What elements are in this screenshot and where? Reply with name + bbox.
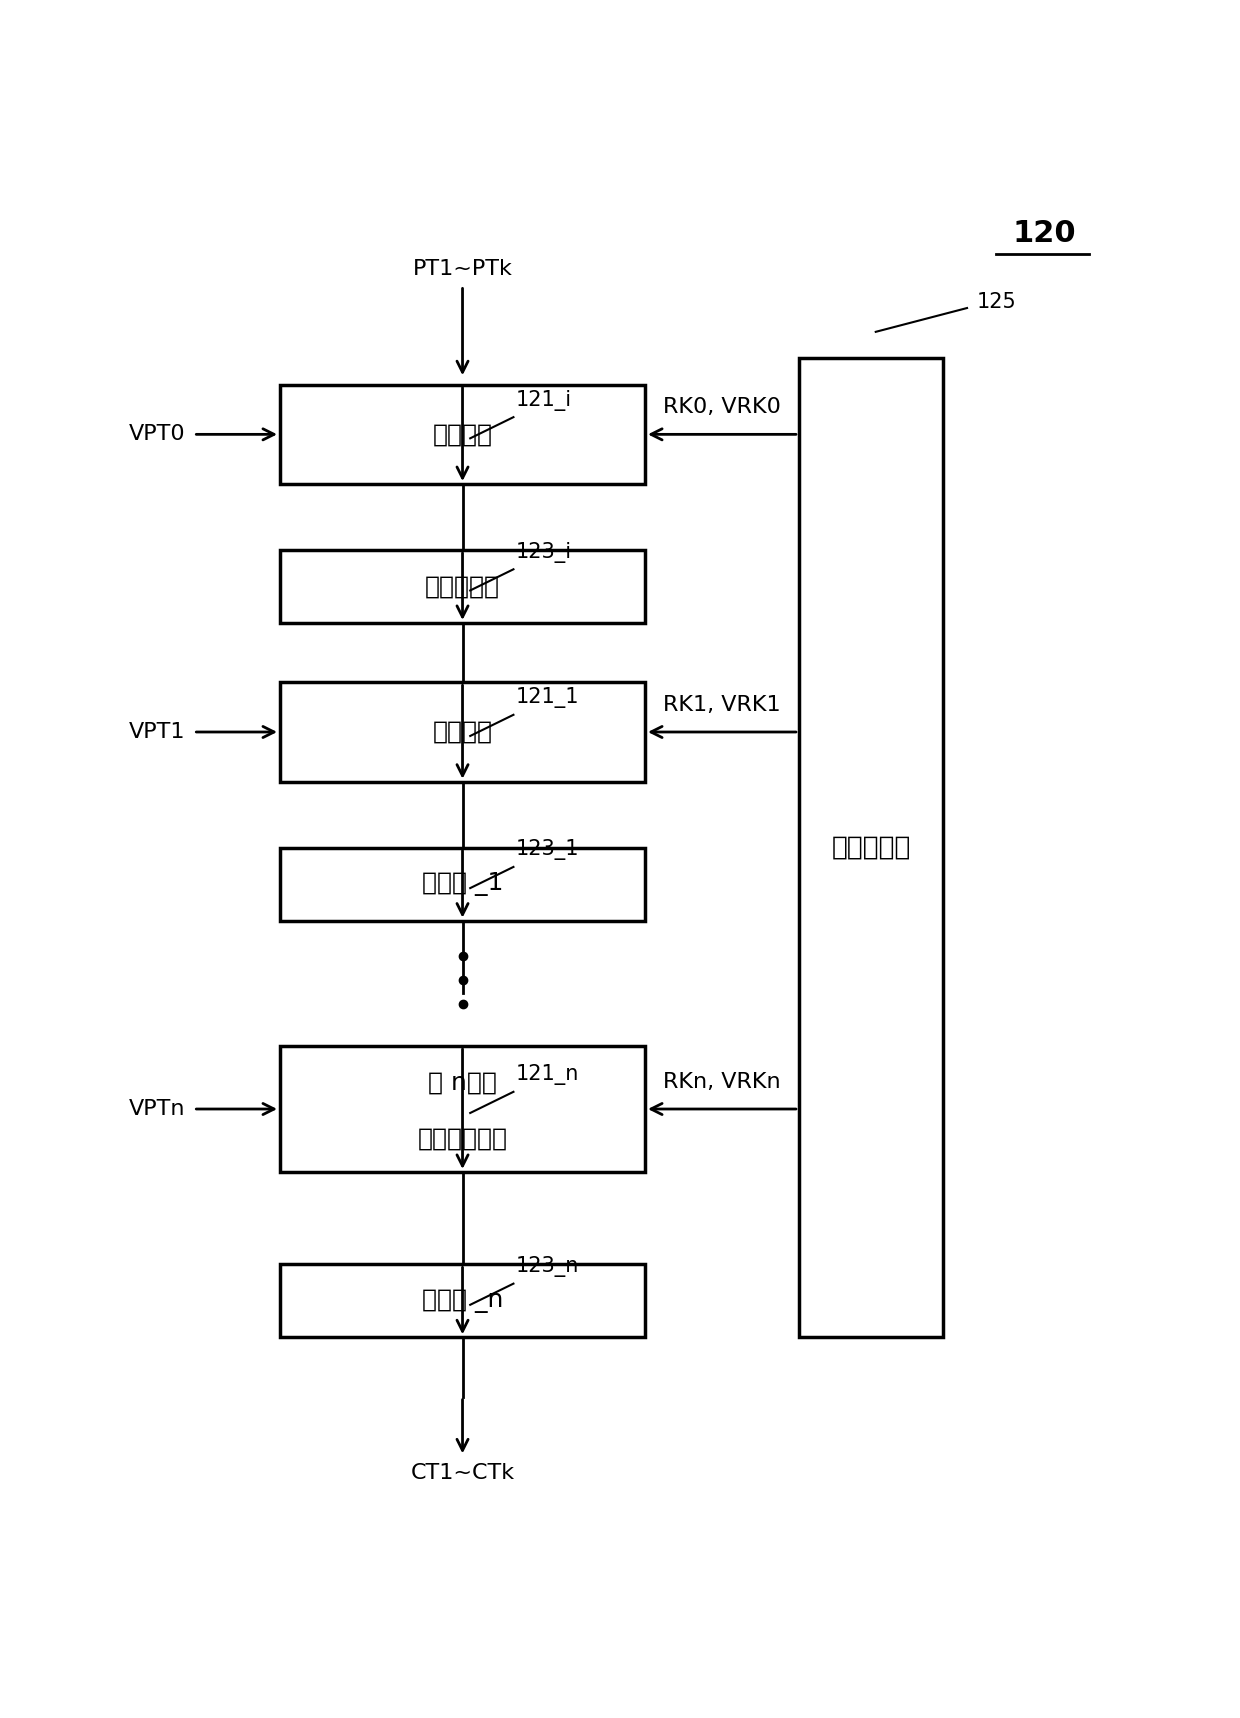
- Text: 123_n: 123_n: [516, 1256, 579, 1276]
- Text: CT1~CTk: CT1~CTk: [410, 1464, 515, 1483]
- Text: 密钥调度器: 密钥调度器: [831, 835, 910, 861]
- Bar: [280, 550, 645, 624]
- Bar: [280, 847, 645, 921]
- Text: 寄存器 _1: 寄存器 _1: [422, 873, 503, 897]
- Text: VPT1: VPT1: [129, 722, 186, 742]
- Text: VPTn: VPTn: [129, 1100, 186, 1118]
- Text: 120: 120: [1012, 220, 1076, 249]
- Text: 初始轮核: 初始轮核: [433, 423, 492, 447]
- Text: 123_1: 123_1: [516, 840, 579, 861]
- Text: 第 n轮核: 第 n轮核: [428, 1070, 497, 1094]
- Bar: [799, 359, 942, 1337]
- Text: （最终轮核）: （最终轮核）: [418, 1125, 507, 1149]
- Text: PT1~PTk: PT1~PTk: [413, 259, 512, 278]
- Bar: [280, 1264, 645, 1337]
- Bar: [280, 385, 645, 484]
- Text: 寄存器 _n: 寄存器 _n: [422, 1288, 503, 1313]
- Text: 121_n: 121_n: [516, 1063, 579, 1086]
- Text: 121_i: 121_i: [516, 390, 572, 411]
- Text: RK0, VRK0: RK0, VRK0: [663, 397, 781, 417]
- Bar: [280, 1046, 645, 1172]
- Text: RK1, VRK1: RK1, VRK1: [663, 694, 781, 715]
- Text: 第一轮核: 第一轮核: [433, 720, 492, 744]
- Text: 初始寄存器: 初始寄存器: [425, 574, 500, 598]
- Bar: [280, 682, 645, 782]
- Text: 121_1: 121_1: [516, 687, 579, 708]
- Text: 123_i: 123_i: [516, 541, 572, 564]
- Text: VPT0: VPT0: [129, 424, 186, 445]
- Text: RKn, VRKn: RKn, VRKn: [663, 1072, 781, 1093]
- Text: 125: 125: [977, 292, 1017, 313]
